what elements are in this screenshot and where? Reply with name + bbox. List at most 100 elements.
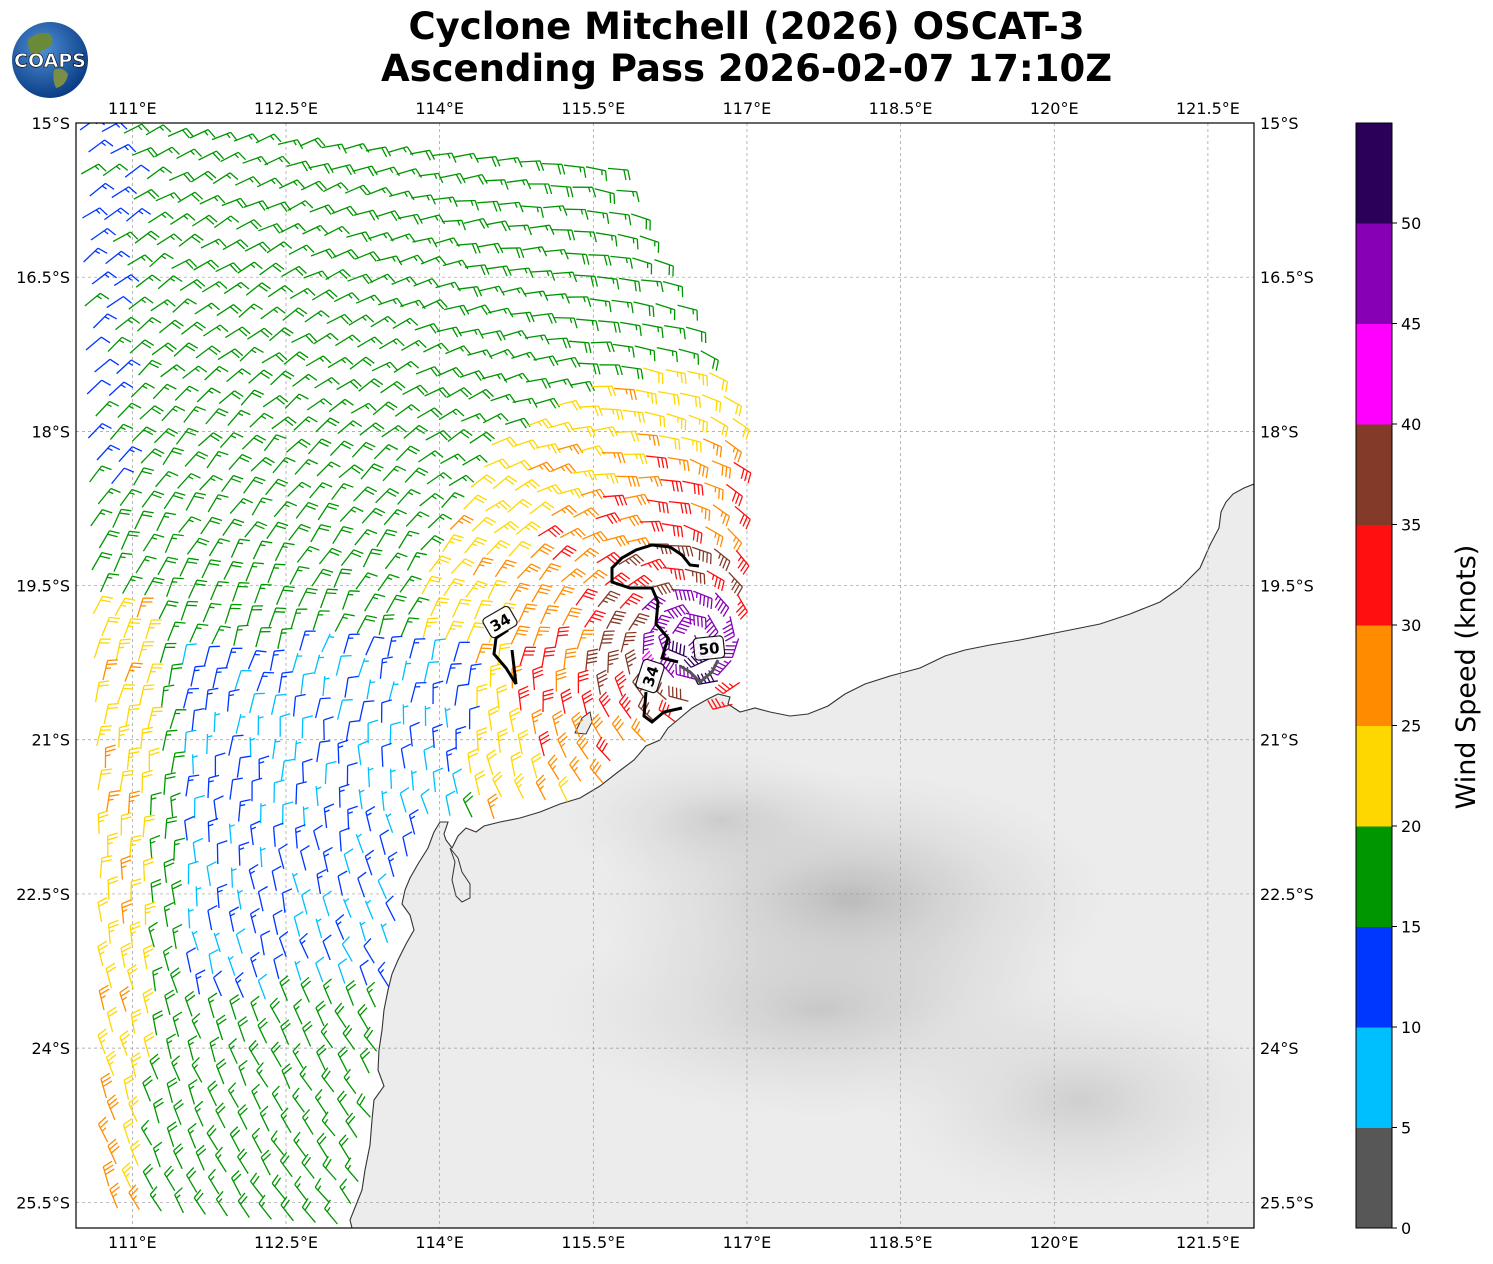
colorbar-segment: [1356, 524, 1392, 626]
wind-barb: [420, 255, 447, 266]
wind-barb: [227, 409, 251, 427]
wind-barb: [354, 528, 378, 546]
wind-barb: [363, 937, 375, 964]
lat-tick-label-left: 15°S: [31, 114, 70, 133]
wind-barb: [387, 851, 398, 877]
lon-tick-label-top: 111°E: [108, 99, 157, 118]
wind-barb: [436, 326, 463, 338]
wind-barb: [595, 232, 618, 247]
wind-barb: [332, 525, 354, 544]
wind-barb: [89, 465, 112, 483]
wind-barb: [367, 719, 379, 744]
lat-tick-label-right: 22.5°S: [1260, 885, 1314, 904]
wind-barb: [706, 570, 725, 592]
wind-barb: [219, 432, 244, 449]
wind-barb: [127, 790, 140, 814]
wind-barb: [506, 459, 532, 471]
wind-barb: [184, 451, 209, 467]
wind-barb: [138, 684, 155, 706]
contour-label-50: 50: [692, 635, 726, 661]
wind-barb: [277, 139, 304, 150]
wind-barb: [299, 630, 316, 651]
wind-barb: [588, 254, 612, 266]
wind-barb: [528, 183, 553, 195]
wind-barb: [616, 475, 640, 487]
wind-barb: [105, 250, 131, 265]
contour-label-34-west: 34: [482, 605, 518, 639]
wind-barb: [317, 502, 340, 521]
colorbar-tick-label: 30: [1401, 616, 1421, 635]
wind-barb: [193, 794, 205, 819]
wind-barb: [97, 487, 121, 505]
wind-barb: [438, 408, 465, 421]
wind-barb: [628, 612, 650, 631]
wind-barb: [337, 870, 348, 896]
wind-barb: [87, 423, 112, 439]
wind-barb: [349, 356, 375, 370]
colorbar-tick-label: 0: [1401, 1219, 1411, 1238]
wind-barb: [200, 238, 227, 249]
wind-barb: [359, 422, 385, 436]
wind-barb: [177, 473, 201, 489]
wind-barb: [293, 998, 303, 1025]
wind-barb: [84, 292, 110, 307]
wind-barb: [399, 786, 410, 813]
wind-barb: [172, 923, 183, 949]
wind-barb: [215, 1014, 227, 1041]
wind-barb: [367, 767, 374, 788]
wind-barb: [334, 1002, 347, 1028]
wind-barb: [90, 508, 113, 527]
wind-barb: [711, 460, 732, 479]
wind-barb: [102, 1160, 115, 1187]
wind-barb: [686, 326, 707, 344]
wind-barb: [377, 961, 390, 988]
wind-barb: [281, 801, 294, 825]
wind-barb: [312, 610, 330, 631]
wind-barb: [327, 356, 354, 369]
wind-barb: [301, 715, 314, 739]
wind-barb: [402, 704, 409, 725]
wind-barb: [323, 716, 334, 741]
wind-barb: [460, 412, 487, 423]
wind-barb: [654, 258, 674, 277]
wind-barb: [389, 768, 396, 789]
wind-barb: [185, 492, 207, 511]
wind-barb: [381, 790, 388, 811]
wind-barb: [379, 829, 390, 855]
wind-barb: [361, 507, 386, 524]
wind-barb: [358, 378, 384, 392]
wind-barb: [114, 597, 136, 616]
wind-barb: [204, 365, 229, 381]
wind-barb: [132, 146, 159, 158]
wind-barb: [413, 278, 440, 288]
wind-barb: [241, 434, 267, 450]
wind-barb: [186, 537, 210, 555]
wind-barb: [556, 399, 582, 411]
wind-barb: [102, 163, 129, 177]
wind-barb: [307, 438, 332, 455]
wind-barb: [401, 339, 427, 351]
wind-barb: [248, 692, 265, 714]
wind-barb: [237, 1192, 250, 1218]
wind-barb: [560, 568, 586, 583]
wind-barb: [333, 292, 360, 303]
wind-barb: [415, 366, 442, 377]
wind-barb: [552, 271, 578, 283]
wind-barb: [94, 680, 110, 703]
wind-barb: [191, 1012, 202, 1039]
wind-barb: [617, 233, 639, 250]
wind-barb: [172, 1011, 183, 1037]
wind-barb: [486, 749, 497, 775]
wind-barb: [189, 623, 209, 643]
wind-barb: [420, 788, 430, 815]
wind-barb: [125, 207, 151, 222]
wind-barb: [120, 812, 132, 836]
wind-barb: [544, 248, 569, 260]
wind-barb: [322, 890, 332, 917]
wind-barb: [508, 707, 520, 733]
wind-barb: [207, 1080, 218, 1107]
wind-barb: [299, 932, 309, 959]
wind-barb: [142, 533, 165, 552]
wind-barb: [261, 352, 288, 364]
wind-barb: [133, 188, 160, 200]
